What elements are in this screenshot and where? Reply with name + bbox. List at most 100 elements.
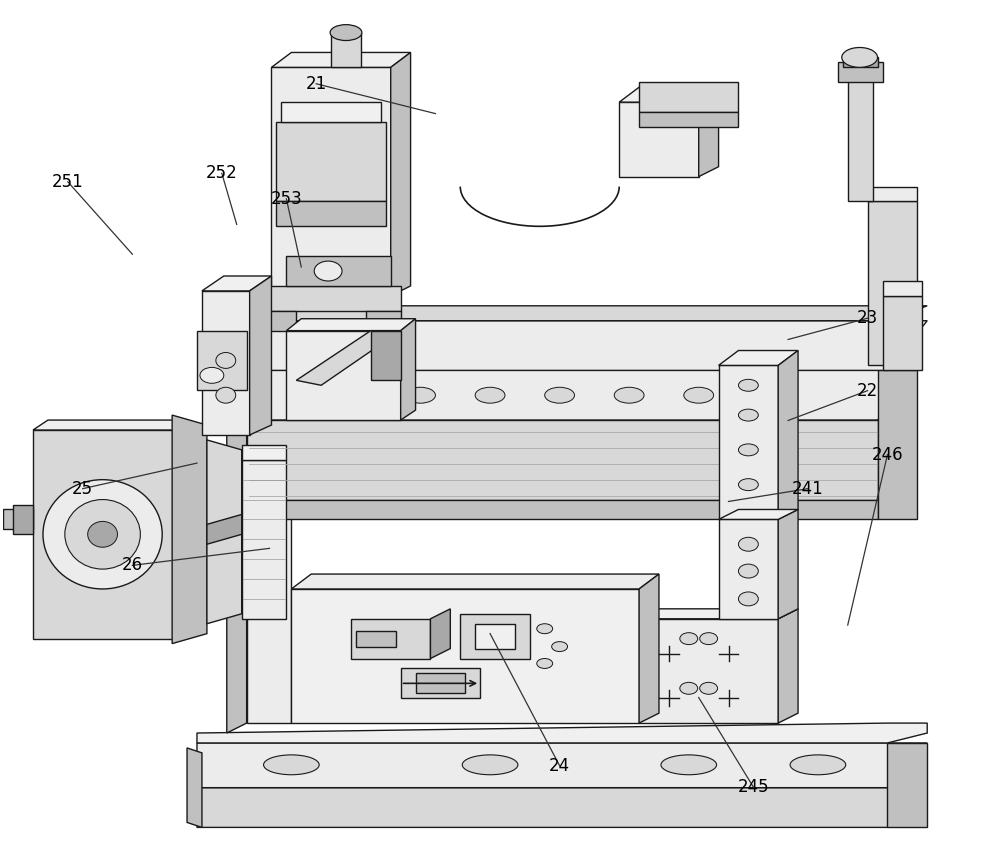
Polygon shape <box>878 371 917 519</box>
Polygon shape <box>276 122 386 202</box>
Ellipse shape <box>842 47 878 68</box>
Polygon shape <box>286 330 401 420</box>
Polygon shape <box>202 276 271 291</box>
Ellipse shape <box>753 387 783 403</box>
Ellipse shape <box>614 387 644 403</box>
Polygon shape <box>401 318 416 420</box>
Polygon shape <box>619 88 719 102</box>
Ellipse shape <box>738 409 758 421</box>
Ellipse shape <box>43 480 162 589</box>
Polygon shape <box>207 515 242 544</box>
Polygon shape <box>639 619 778 723</box>
Polygon shape <box>267 286 401 311</box>
Polygon shape <box>475 624 515 649</box>
Polygon shape <box>699 88 719 177</box>
Polygon shape <box>639 82 738 112</box>
Polygon shape <box>778 351 798 519</box>
Polygon shape <box>187 748 202 827</box>
Polygon shape <box>719 519 778 619</box>
Polygon shape <box>719 351 798 366</box>
Polygon shape <box>351 619 430 658</box>
Text: 253: 253 <box>271 190 302 208</box>
Ellipse shape <box>200 367 224 384</box>
Polygon shape <box>296 330 401 385</box>
Text: 251: 251 <box>52 172 84 190</box>
Polygon shape <box>887 743 927 827</box>
Polygon shape <box>366 311 401 330</box>
Polygon shape <box>247 305 291 723</box>
Ellipse shape <box>680 682 698 694</box>
Ellipse shape <box>65 499 140 569</box>
Polygon shape <box>356 631 396 647</box>
Polygon shape <box>281 102 381 122</box>
Ellipse shape <box>406 387 435 403</box>
Ellipse shape <box>216 353 236 368</box>
Polygon shape <box>207 440 242 624</box>
Ellipse shape <box>537 658 553 668</box>
Polygon shape <box>33 430 177 638</box>
Text: 26: 26 <box>122 556 143 574</box>
Polygon shape <box>291 589 639 723</box>
Polygon shape <box>247 371 917 420</box>
Text: 252: 252 <box>206 164 238 182</box>
Polygon shape <box>778 609 798 723</box>
Ellipse shape <box>462 755 518 775</box>
Polygon shape <box>197 723 927 743</box>
Polygon shape <box>247 499 878 519</box>
Text: 22: 22 <box>857 382 878 400</box>
Polygon shape <box>242 460 286 619</box>
Polygon shape <box>13 505 33 535</box>
Polygon shape <box>868 186 917 202</box>
Polygon shape <box>286 257 391 286</box>
Ellipse shape <box>336 387 366 403</box>
Polygon shape <box>227 305 247 733</box>
Text: 23: 23 <box>857 309 878 327</box>
Ellipse shape <box>700 682 718 694</box>
Polygon shape <box>247 420 878 499</box>
Polygon shape <box>460 613 530 658</box>
Polygon shape <box>177 420 187 638</box>
Polygon shape <box>3 510 33 529</box>
Polygon shape <box>639 112 738 127</box>
Text: 241: 241 <box>792 480 824 498</box>
Ellipse shape <box>700 632 718 644</box>
Polygon shape <box>401 668 480 698</box>
Polygon shape <box>430 609 450 658</box>
Polygon shape <box>639 574 659 723</box>
Polygon shape <box>197 330 247 390</box>
Ellipse shape <box>684 387 714 403</box>
Text: 21: 21 <box>306 75 327 93</box>
Polygon shape <box>848 68 873 202</box>
Polygon shape <box>719 510 798 519</box>
Polygon shape <box>371 330 401 380</box>
Ellipse shape <box>216 387 236 403</box>
Ellipse shape <box>264 755 319 775</box>
Polygon shape <box>883 296 922 371</box>
Polygon shape <box>391 52 411 296</box>
Polygon shape <box>267 311 296 330</box>
Polygon shape <box>416 674 465 693</box>
Polygon shape <box>232 305 927 321</box>
Ellipse shape <box>330 25 362 40</box>
Ellipse shape <box>537 624 553 634</box>
Polygon shape <box>197 743 927 788</box>
Polygon shape <box>242 445 286 460</box>
Polygon shape <box>286 318 416 330</box>
Polygon shape <box>250 276 271 435</box>
Ellipse shape <box>545 387 575 403</box>
Ellipse shape <box>738 379 758 391</box>
Ellipse shape <box>738 444 758 456</box>
Polygon shape <box>619 102 699 177</box>
Ellipse shape <box>738 592 758 606</box>
Ellipse shape <box>314 261 342 281</box>
Polygon shape <box>331 33 361 68</box>
Polygon shape <box>271 52 411 68</box>
Polygon shape <box>843 57 878 68</box>
Ellipse shape <box>790 755 846 775</box>
Ellipse shape <box>738 564 758 578</box>
Ellipse shape <box>475 387 505 403</box>
Text: 25: 25 <box>72 480 93 498</box>
Polygon shape <box>838 63 883 82</box>
Polygon shape <box>202 291 250 435</box>
Polygon shape <box>232 321 927 371</box>
